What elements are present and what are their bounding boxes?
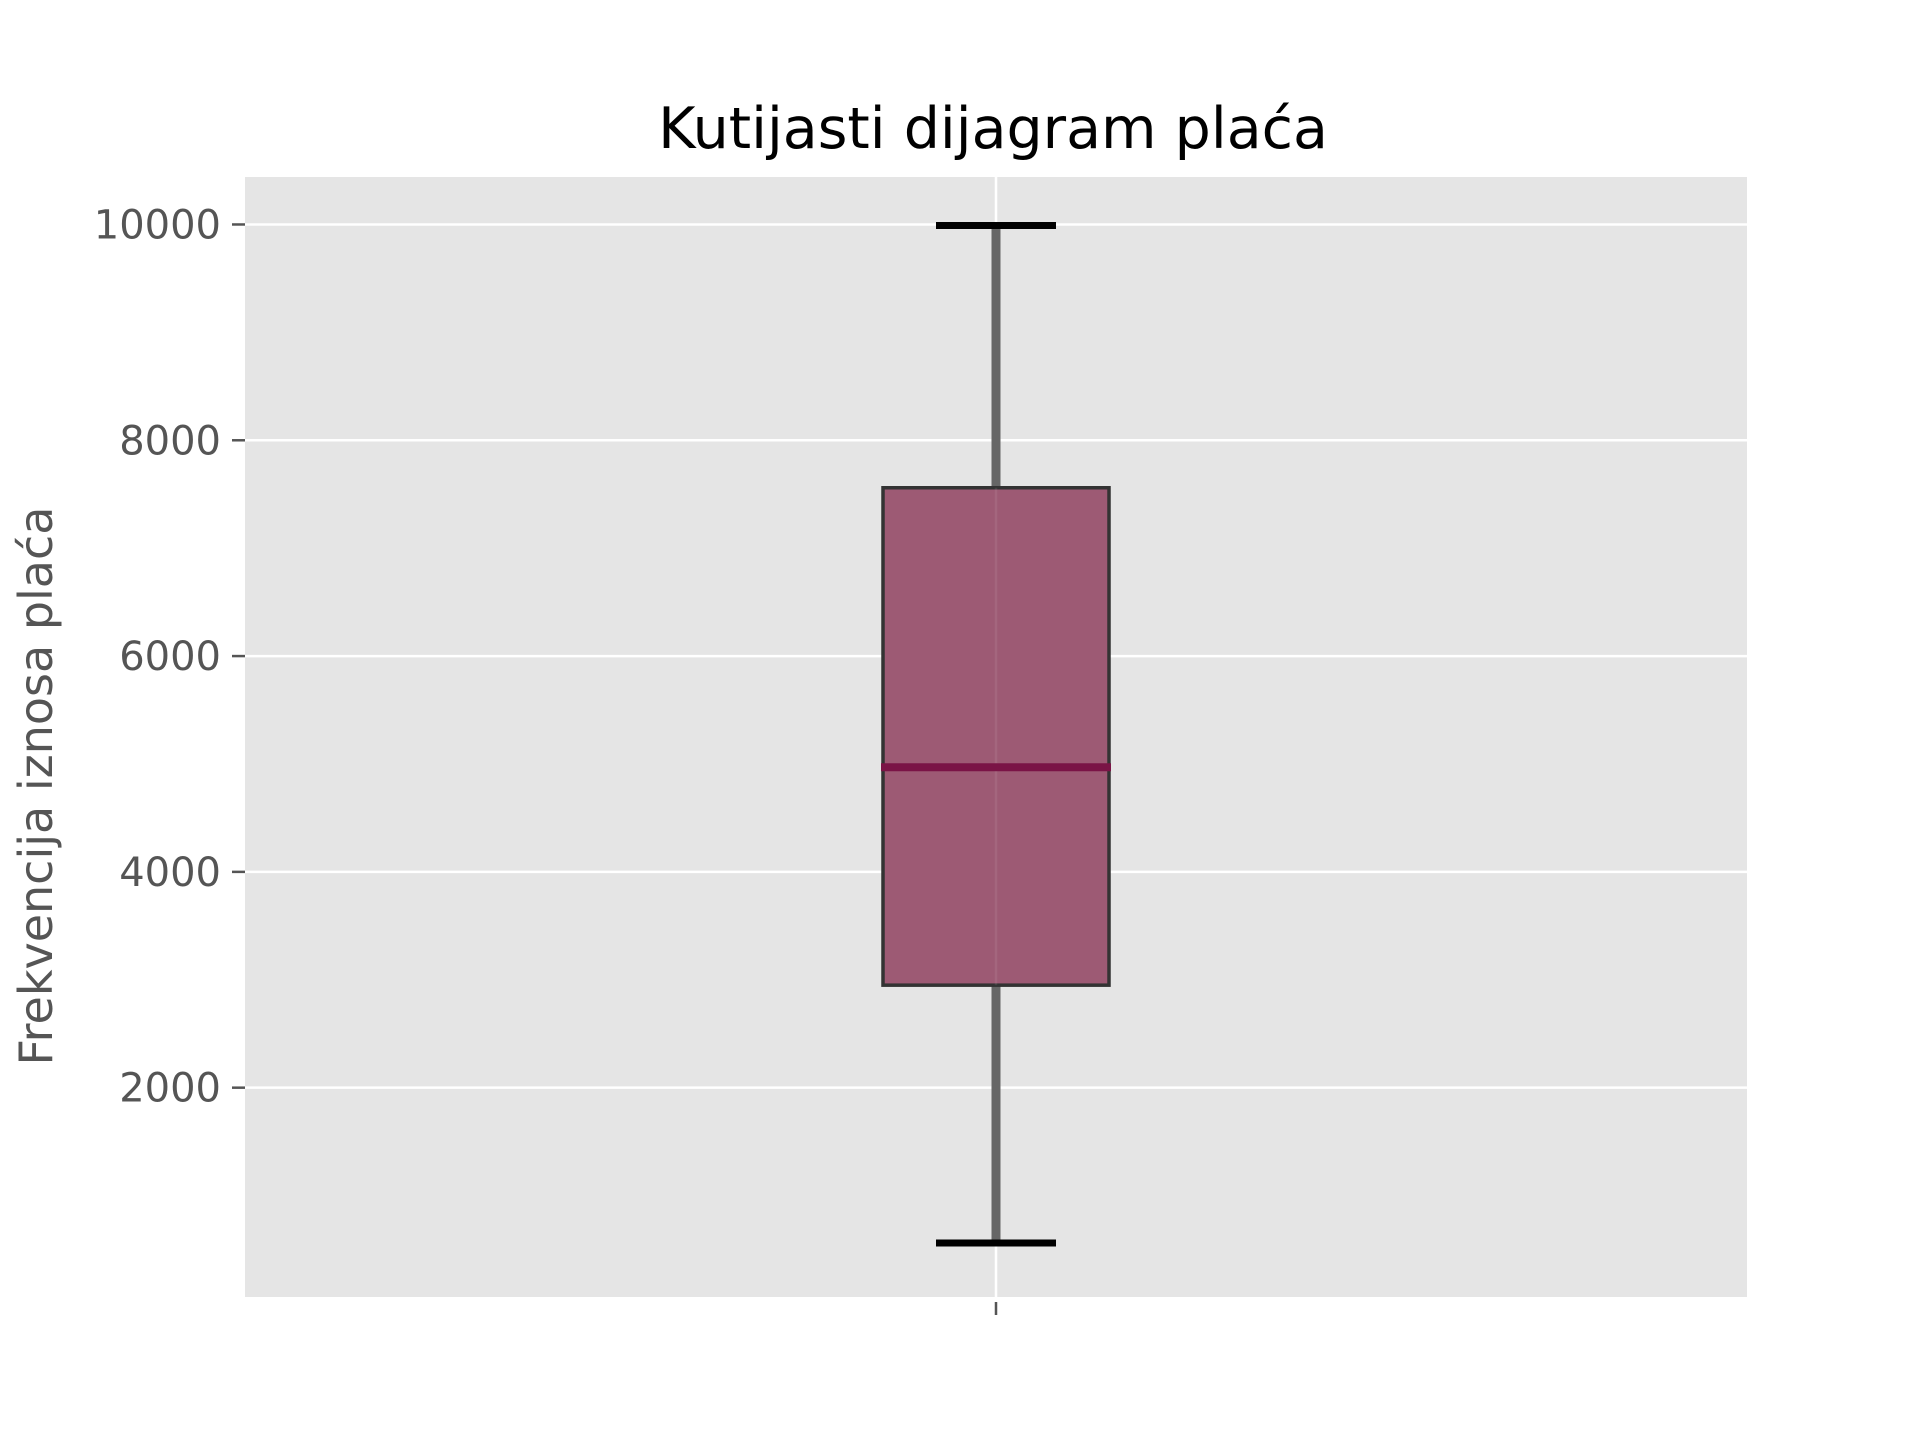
y-tick-label: 6000 xyxy=(119,634,221,680)
box-plot xyxy=(881,222,1111,1247)
y-tick-label: 8000 xyxy=(119,418,221,464)
y-axis: 2000 4000 6000 8000 10000 xyxy=(94,202,245,1112)
y-axis-label: Frekvencija iznosa plaća xyxy=(9,507,63,1066)
y-tick-label: 10000 xyxy=(94,202,221,248)
y-tick-label: 2000 xyxy=(119,1066,221,1112)
y-tick-label: 4000 xyxy=(119,850,221,896)
chart-title: Kutijasti dijagram plaća xyxy=(658,96,1328,162)
iqr-box xyxy=(881,486,1111,987)
